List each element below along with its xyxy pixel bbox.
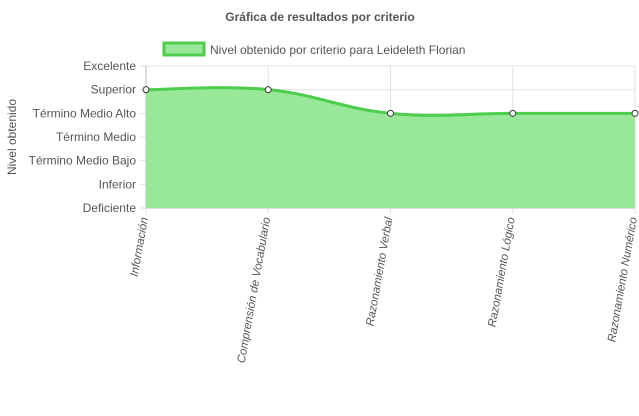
- data-point: [387, 109, 394, 117]
- y-tick-label: Término Medio Alto: [33, 106, 137, 120]
- data-point: [142, 86, 150, 94]
- data-point: [631, 109, 639, 117]
- data-point: [264, 86, 272, 94]
- legend-label: Nivel obtenido por criterio para Leidele…: [210, 43, 465, 57]
- y-tick-label: Deficiente: [83, 201, 137, 215]
- legend-swatch: [162, 41, 206, 57]
- data-point: [509, 109, 517, 117]
- y-tick-label: Término Medio: [56, 130, 136, 144]
- y-tick-label: Término Medio Bajo: [29, 154, 137, 168]
- x-tick-label: Razonamiento Numérico: [606, 216, 639, 343]
- x-tick-label: Razonamiento Verbal: [365, 216, 396, 327]
- x-tick-label: Información: [129, 216, 151, 277]
- chart-title: Gráfica de resultados por criterio: [225, 10, 414, 24]
- y-tick-label: Superior: [91, 83, 136, 97]
- y-tick-label: Inferior: [99, 177, 136, 191]
- y-axis-title: Nivel obtenido: [5, 99, 19, 175]
- x-tick-label: Razonamiento Lógico: [487, 216, 518, 328]
- y-tick-label: Excelente: [83, 59, 136, 73]
- x-tick-label: Comprensión de Vocabulario: [236, 216, 274, 364]
- series-area-fill: [146, 87, 635, 208]
